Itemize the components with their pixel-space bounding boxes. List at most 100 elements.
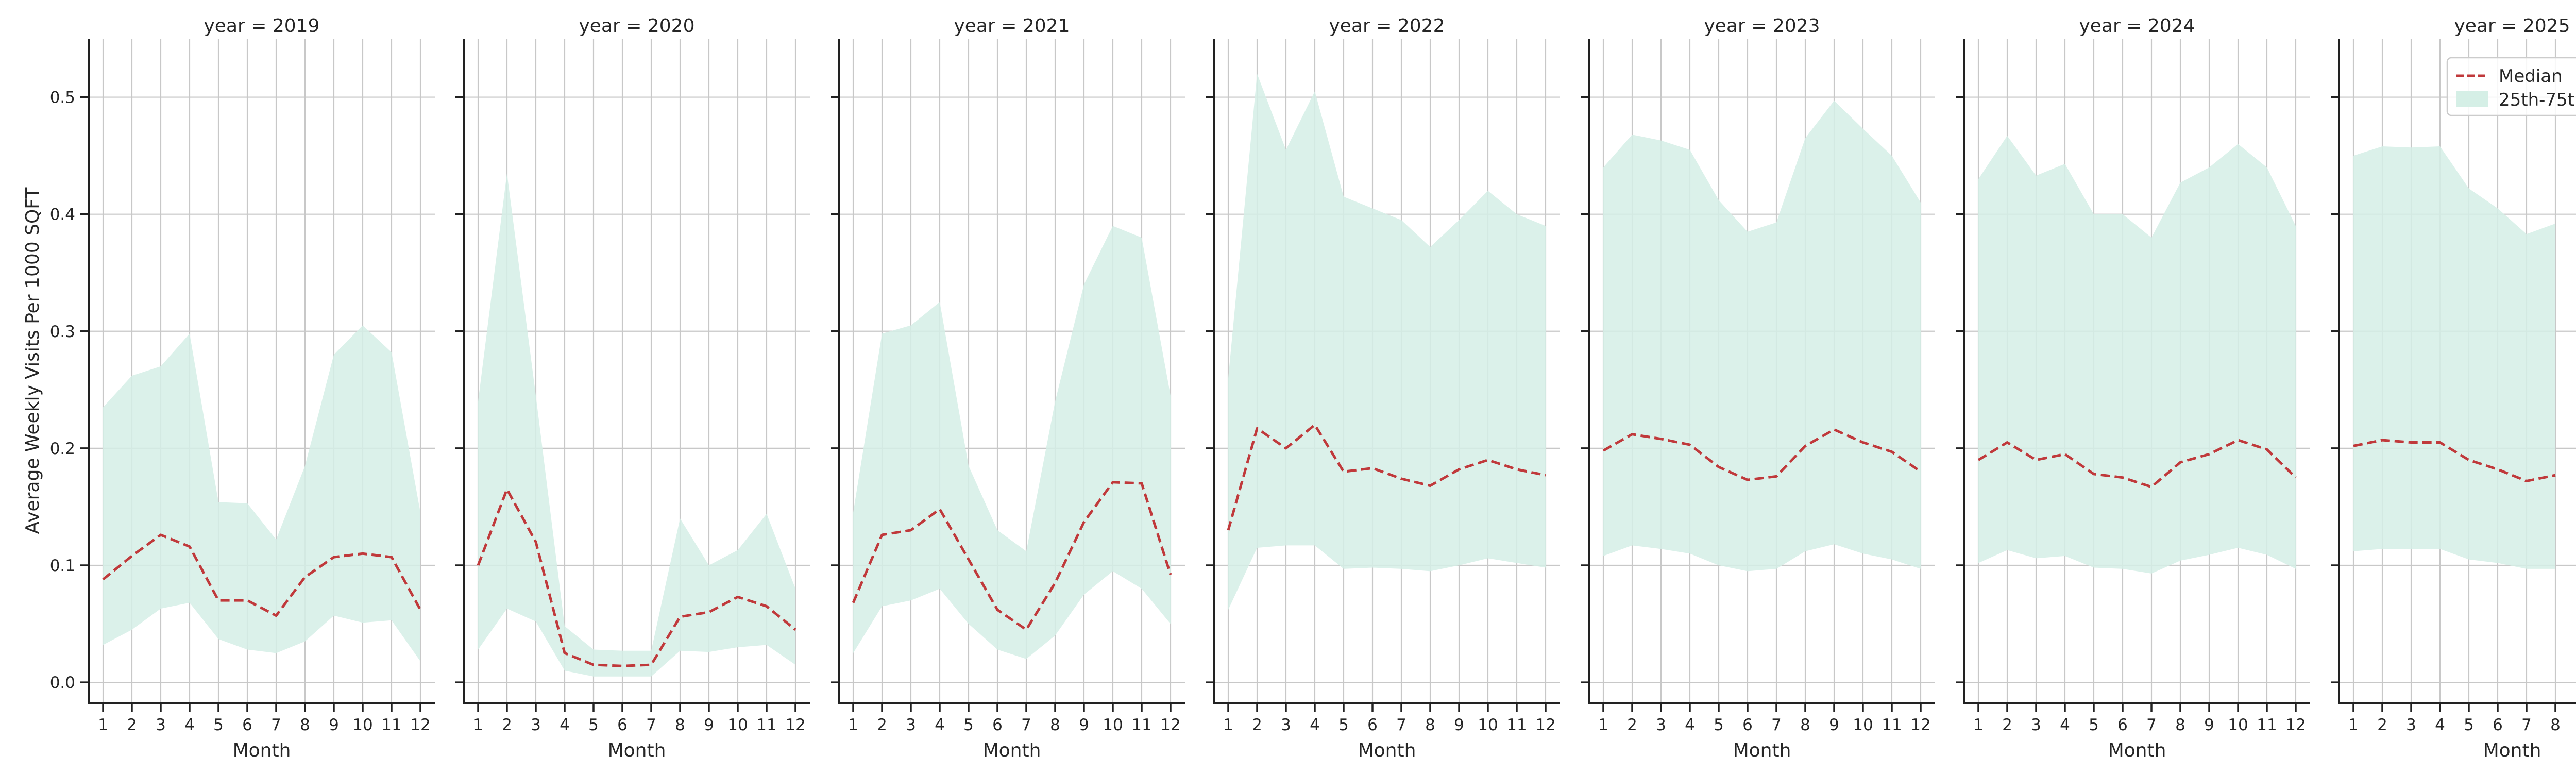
x-tick-label: 8 (2550, 716, 2561, 734)
x-tick-label: 12 (2285, 716, 2306, 734)
x-tick-label: 11 (1882, 716, 1902, 734)
x-tick-label: 6 (1742, 716, 1753, 734)
x-tick-label: 12 (785, 716, 805, 734)
x-tick-label: 7 (2521, 716, 2532, 734)
x-tick-label: 12 (1535, 716, 1555, 734)
x-tick-label: 10 (727, 716, 748, 734)
x-tick-label: 8 (675, 716, 685, 734)
x-tick-label: 6 (2493, 716, 2503, 734)
legend: Median 25th-75th Percentile (2446, 57, 2576, 116)
x-tick-label: 1 (1973, 716, 1984, 734)
x-axis-title: Month (983, 740, 1041, 761)
panel-title: year = 2020 (579, 15, 695, 37)
x-tick-label: 4 (935, 716, 945, 734)
x-tick-label: 8 (1050, 716, 1060, 734)
x-tick-label: 4 (2060, 716, 2070, 734)
y-tick-label: 0.1 (50, 557, 75, 575)
median-line (1227, 423, 1546, 531)
x-tick-label: 8 (2175, 716, 2185, 734)
x-tick-label: 1 (1223, 716, 1233, 734)
y-tick-label: 0.5 (50, 89, 75, 107)
legend-band-swatch (2456, 91, 2488, 107)
median-line (1602, 428, 1922, 481)
x-tick-label: 12 (1160, 716, 1180, 734)
panel-title: year = 2023 (1704, 15, 1820, 37)
x-axis-title: Month (1733, 740, 1791, 761)
x-tick-label: 7 (271, 716, 281, 734)
x-tick-label: 10 (1103, 716, 1123, 734)
x-axis-title: Month (608, 740, 666, 761)
x-tick-label: 3 (156, 716, 166, 734)
x-tick-label: 7 (646, 716, 656, 734)
x-tick-label: 7 (2146, 716, 2157, 734)
x-tick-label: 5 (1338, 716, 1349, 734)
x-tick-label: 3 (906, 716, 916, 734)
percentile-band (1603, 100, 1921, 572)
x-tick-label: 2 (2002, 716, 2012, 734)
x-tick-label: 11 (2257, 716, 2277, 734)
x-tick-label: 5 (963, 716, 974, 734)
x-tick-label: 1 (1598, 716, 1608, 734)
x-tick-label: 9 (2204, 716, 2214, 734)
x-tick-label: 6 (2117, 716, 2128, 734)
x-tick-label: 9 (1079, 716, 1089, 734)
x-tick-label: 5 (588, 716, 599, 734)
panel-title: year = 2024 (2079, 15, 2195, 37)
y-tick-label: 0.4 (50, 206, 75, 224)
x-tick-label: 1 (473, 716, 483, 734)
x-tick-label: 6 (242, 716, 252, 734)
x-tick-label: 3 (1656, 716, 1666, 734)
x-tick-label: 2 (1252, 716, 1262, 734)
percentile-band (103, 325, 420, 662)
x-tick-label: 6 (617, 716, 628, 734)
legend-median-label: Median (2499, 66, 2563, 87)
x-tick-label: 3 (1281, 716, 1291, 734)
x-tick-label: 11 (1506, 716, 1527, 734)
x-tick-label: 5 (2464, 716, 2474, 734)
x-tick-label: 4 (1685, 716, 1695, 734)
x-tick-label: 9 (329, 716, 339, 734)
x-tick-label: 7 (1021, 716, 1031, 734)
x-tick-label: 7 (1396, 716, 1406, 734)
x-tick-label: 10 (2228, 716, 2248, 734)
x-tick-label: 2 (127, 716, 137, 734)
median-line (2353, 439, 2556, 482)
y-tick-label: 0.3 (50, 323, 75, 341)
x-tick-label: 7 (1771, 716, 1782, 734)
x-tick-label: 9 (1829, 716, 1839, 734)
panel-title: year = 2021 (954, 15, 1070, 37)
x-tick-label: 1 (98, 716, 108, 734)
percentile-band (1978, 136, 2296, 574)
percentile-band (478, 173, 795, 677)
x-tick-label: 10 (1853, 716, 1873, 734)
x-tick-label: 10 (1478, 716, 1498, 734)
x-axis-title: Month (2483, 740, 2541, 761)
x-tick-label: 1 (2348, 716, 2359, 734)
x-tick-label: 3 (2406, 716, 2416, 734)
x-axis-title: Month (233, 740, 291, 761)
median-line (1977, 439, 2297, 489)
x-tick-label: 12 (1910, 716, 1930, 734)
x-tick-label: 9 (704, 716, 714, 734)
x-tick-label: 11 (756, 716, 776, 734)
x-tick-label: 6 (992, 716, 1003, 734)
x-tick-label: 5 (213, 716, 224, 734)
median-line (102, 533, 422, 617)
y-tick-label: 0.0 (50, 674, 75, 692)
x-tick-label: 3 (2031, 716, 2041, 734)
x-tick-label: 8 (1425, 716, 1435, 734)
x-tick-label: 11 (1131, 716, 1151, 734)
x-tick-label: 2 (1627, 716, 1637, 734)
median-line (852, 481, 1172, 631)
x-tick-label: 11 (381, 716, 401, 734)
legend-band-label: 25th-75th Percentile (2499, 90, 2576, 110)
x-tick-label: 2 (502, 716, 512, 734)
x-tick-label: 10 (352, 716, 372, 734)
x-tick-label: 5 (1714, 716, 1724, 734)
